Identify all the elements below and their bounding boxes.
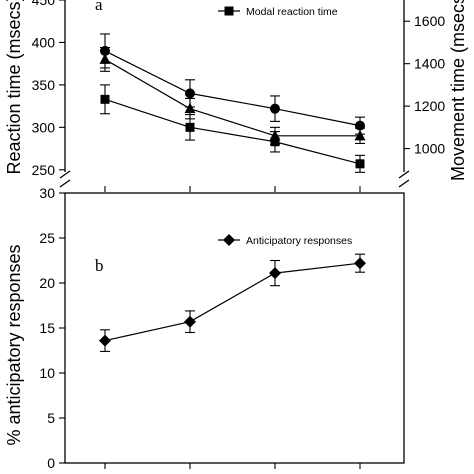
panel-a-series-triangle-line — [104, 58, 360, 137]
panel-a-y2tick-label: 1000 — [414, 141, 445, 157]
panel-a-point-circle — [270, 103, 280, 114]
panel-b-ytick-label: 30 — [39, 185, 55, 201]
panel-a-ytick-label: 400 — [32, 34, 56, 50]
panel-a-right-axis-break — [398, 170, 410, 188]
panel-b-point-diamond — [99, 334, 111, 347]
panel-b-ytick-label: 10 — [39, 365, 55, 381]
panel-a-point-triangle — [269, 129, 281, 141]
panel-b-ytick-label: 5 — [47, 410, 55, 426]
panel-a-point-square — [185, 122, 195, 132]
panel-a-ylabel: Reaction time (msecs) — [4, 0, 24, 175]
panel-b-letter: b — [95, 256, 104, 275]
panel-b-point-diamond — [354, 257, 366, 270]
panel-a-point-square — [100, 94, 110, 104]
panel-a-ytick-label: 250 — [32, 162, 56, 178]
panel-a-point-circle — [100, 45, 110, 56]
panel-a-point-triangle — [184, 102, 196, 114]
panel-a-point-circle — [355, 120, 365, 131]
panel-a-legend: Modal reaction time — [218, 6, 338, 18]
panel-a-legend-label: Modal reaction time — [246, 6, 338, 18]
panel-a: a Reaction time (msecs) Movement time (m… — [4, 0, 468, 192]
panel-b-ytick-label: 0 — [47, 455, 55, 471]
panel-a-legend-marker — [224, 6, 234, 16]
panel-b-point-diamond — [184, 315, 196, 328]
panel-a-ytick-label: 350 — [32, 77, 56, 93]
panel-a-y2label: Movement time (msecs) — [448, 0, 468, 181]
panel-b-ytick-label: 15 — [39, 320, 55, 336]
panel-a-point-circle — [185, 88, 195, 99]
panel-b-legend-marker — [223, 234, 235, 246]
panel-a-y2tick-label: 1200 — [414, 98, 445, 114]
panel-a-left-axis-break — [59, 170, 71, 188]
panel-b-ytick-label: 20 — [39, 275, 55, 291]
panel-a-series-circle-line — [104, 50, 361, 127]
panel-b-series-line — [104, 262, 361, 342]
panel-b: b % anticipatory responses 051015202530 … — [4, 185, 405, 471]
panel-a-y2tick-label: 1400 — [414, 56, 445, 72]
panel-a-point-square — [355, 159, 365, 169]
panel-b-ylabel: % anticipatory responses — [4, 244, 24, 445]
panel-b-legend-label: Anticipatory responses — [246, 235, 352, 247]
panel-b-legend: Anticipatory responses — [218, 234, 352, 247]
panel-b-ytick-label: 25 — [39, 230, 55, 246]
panel-a-point-triangle — [354, 129, 366, 141]
panel-a-letter: a — [95, 0, 103, 14]
panel-a-ytick-label: 450 — [32, 0, 56, 8]
panel-a-series-square-line — [104, 98, 361, 165]
panel-a-y2tick-label: 1600 — [414, 13, 445, 29]
panel-a-ytick-label: 300 — [32, 119, 56, 135]
panel-b-point-diamond — [269, 267, 281, 280]
panel-b-plot-frame — [64, 192, 405, 464]
